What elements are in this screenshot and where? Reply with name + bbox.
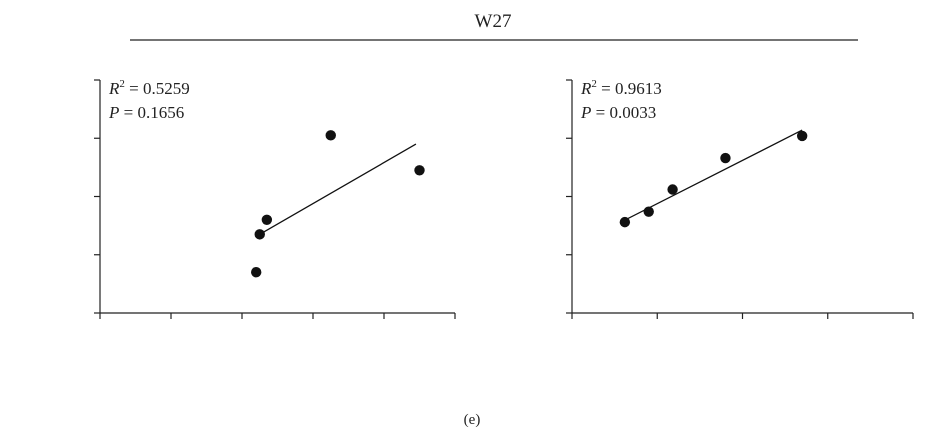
r-squared-annotation: R2 = 0.5259: [108, 78, 190, 98]
figure-title: W27: [475, 11, 512, 32]
data-point: [720, 152, 731, 164]
scatter-panel-hfd: R2 = 0.9613 P = 0.0033: [566, 78, 914, 319]
data-point: [251, 267, 262, 278]
data-point: [643, 206, 654, 217]
scatter-panel-con: R2 = 0.5259 P = 0.1656: [94, 78, 456, 319]
data-point: [796, 130, 808, 142]
data-point: [325, 130, 336, 141]
figure-caption: (e): [464, 412, 481, 428]
p-value-annotation: P = 0.0033: [580, 103, 656, 122]
r-squared-annotation: R2 = 0.9613: [580, 78, 662, 98]
regression-line: [259, 143, 417, 235]
data-point: [619, 216, 631, 228]
data-point: [414, 165, 425, 176]
regression-line: [622, 129, 803, 222]
data-point: [254, 229, 265, 240]
data-point: [261, 214, 273, 225]
data-point: [667, 184, 678, 195]
p-value-annotation: P = 0.1656: [108, 103, 184, 122]
